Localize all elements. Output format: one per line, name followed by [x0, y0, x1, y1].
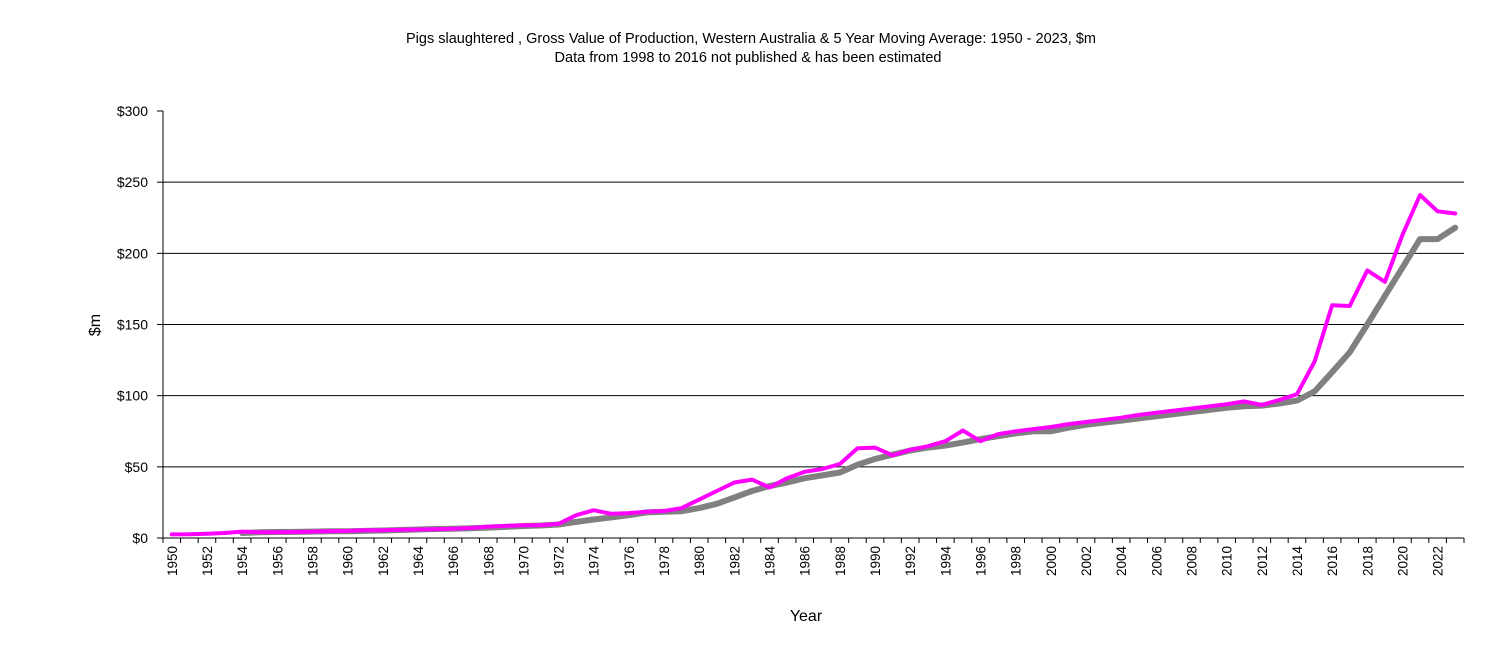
x-tick-label: 1992	[903, 546, 918, 576]
y-tick-label: $150	[117, 317, 148, 333]
series-line-moving-average	[239, 224, 1459, 536]
x-tick-label: 1976	[622, 546, 637, 576]
x-tick-label: 1978	[657, 546, 672, 576]
x-tick-label: 2018	[1360, 546, 1375, 576]
y-tick-label: $100	[117, 388, 148, 404]
x-tick-label: 2020	[1395, 546, 1410, 576]
x-tick-label: 1968	[481, 546, 496, 576]
series-group	[169, 193, 1459, 537]
chart-subtitle: Data from 1998 to 2016 not published & h…	[555, 50, 942, 66]
x-tick-label: 1964	[411, 546, 426, 577]
series-line-gross-value	[169, 193, 1458, 537]
x-tick-label: 2006	[1149, 546, 1164, 576]
y-tick-label: $200	[117, 245, 148, 261]
x-tick-label: 1966	[446, 546, 461, 576]
y-axis-ticks: $0 $50 $100 $150 $200 $250 $300	[117, 103, 163, 546]
x-tick-label: 1962	[376, 546, 391, 576]
x-axis-ticks: 1950 1952 1954 1956 1958 1960 1962 1964 1966 1968…	[162, 538, 1465, 577]
x-tick-label: 1958	[305, 546, 320, 576]
y-tick-label: $300	[117, 103, 148, 119]
x-tick-label: 1972	[552, 546, 567, 576]
x-tick-label: 1994	[938, 546, 953, 577]
x-tick-label: 1988	[833, 546, 848, 576]
y-tick-label: $50	[125, 459, 149, 475]
x-tick-label: 2014	[1290, 546, 1305, 577]
x-tick-label: 1986	[798, 546, 813, 576]
x-tick-label: 2008	[1184, 546, 1199, 576]
x-tick-label: 1970	[516, 546, 531, 576]
x-axis-label: Year	[790, 608, 823, 625]
x-tick-label: 1982	[727, 546, 742, 576]
x-tick-label: 1974	[587, 546, 602, 577]
x-tick-label: 1956	[270, 546, 285, 576]
x-tick-label: 2000	[1044, 546, 1059, 576]
x-tick-label: 2002	[1079, 546, 1094, 576]
x-tick-label: 1998	[1009, 546, 1024, 576]
x-tick-label: 1960	[341, 546, 356, 576]
gridlines	[163, 181, 1464, 468]
x-tick-label: 1980	[692, 546, 707, 576]
x-tick-label: 1952	[200, 546, 215, 576]
y-tick-label: $250	[117, 174, 148, 190]
x-tick-label: 2022	[1431, 546, 1446, 576]
x-tick-label: 1984	[763, 546, 778, 577]
x-tick-label: 2010	[1220, 546, 1235, 576]
y-tick-label: $0	[132, 530, 148, 546]
x-tick-label: 2016	[1325, 546, 1340, 576]
x-tick-label: 1990	[868, 546, 883, 576]
x-tick-label: 1950	[165, 546, 180, 576]
x-tick-label: 1954	[235, 546, 250, 577]
x-tick-label: 2004	[1114, 546, 1129, 577]
y-axis-label: $m	[87, 314, 104, 336]
x-tick-label: 1996	[974, 546, 989, 576]
chart-title: Pigs slaughtered , Gross Value of Produc…	[406, 31, 1096, 47]
x-tick-label: 2012	[1255, 546, 1270, 576]
